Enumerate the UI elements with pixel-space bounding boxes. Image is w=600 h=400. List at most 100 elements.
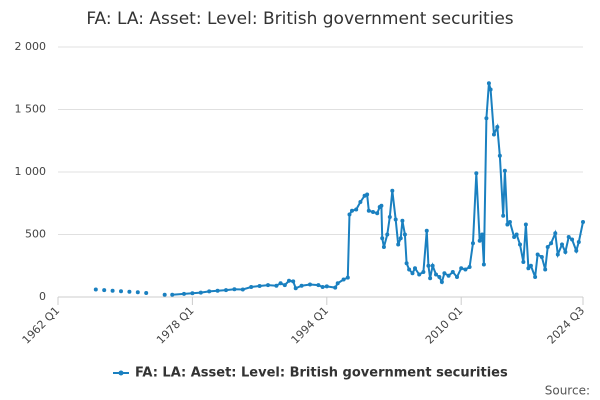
point [514, 232, 519, 237]
point [521, 260, 526, 264]
point [512, 235, 517, 239]
point [324, 284, 329, 289]
point [555, 252, 560, 257]
point [495, 125, 500, 129]
point [371, 210, 375, 214]
point [232, 287, 237, 292]
point [523, 222, 528, 227]
point [341, 277, 346, 282]
point [320, 285, 325, 289]
point [381, 245, 386, 249]
point [358, 200, 363, 204]
point [278, 281, 283, 286]
point [347, 212, 352, 217]
point [497, 153, 502, 158]
x-tick-label: 2024 Q3 [545, 304, 588, 347]
point [481, 262, 486, 267]
point [308, 282, 312, 287]
y-tick-label: 2 000 [15, 40, 47, 53]
point [287, 278, 291, 283]
point [354, 207, 359, 212]
point [528, 263, 533, 268]
point [93, 287, 98, 292]
point [333, 285, 338, 290]
point [526, 266, 531, 271]
point [240, 287, 245, 292]
point [119, 289, 123, 294]
point [486, 81, 491, 86]
point [430, 263, 435, 268]
point [396, 242, 401, 247]
point [434, 272, 438, 277]
point [282, 283, 287, 288]
point [553, 231, 558, 236]
point [570, 237, 575, 242]
point [459, 266, 464, 271]
point [249, 285, 254, 289]
x-tick-label: 1962 Q1 [20, 304, 63, 347]
point [170, 292, 175, 297]
point [379, 203, 384, 208]
point [407, 267, 412, 272]
point [518, 242, 522, 247]
point [560, 242, 564, 247]
point [215, 288, 220, 293]
source: Source: [545, 384, 590, 398]
point [474, 171, 479, 176]
point [316, 283, 321, 288]
point [110, 288, 115, 293]
point [380, 236, 385, 241]
x-tick-label: 2010 Q1 [423, 304, 466, 347]
point [135, 290, 140, 295]
point [502, 168, 507, 173]
legend-label: FA: LA: Asset: Level: British government… [135, 366, 508, 381]
point [545, 245, 550, 249]
point [574, 248, 579, 253]
point [480, 232, 485, 237]
y-tick-label: 1 000 [15, 165, 47, 178]
point [549, 241, 554, 246]
point [488, 87, 493, 92]
point [463, 267, 468, 272]
point [455, 275, 459, 279]
point [266, 283, 270, 288]
x-tick-label: 1994 Q1 [289, 304, 332, 347]
point [335, 281, 340, 286]
point [566, 235, 571, 239]
point [144, 291, 149, 295]
point [190, 291, 195, 296]
point [198, 290, 203, 295]
point [507, 220, 512, 224]
point [410, 271, 415, 276]
y-tick-label: 1 500 [15, 103, 47, 116]
point [390, 188, 395, 193]
point [162, 292, 167, 297]
point [224, 288, 228, 293]
point [467, 265, 472, 269]
point [102, 288, 107, 293]
point [501, 213, 506, 218]
point [398, 236, 403, 241]
point [413, 266, 417, 271]
point [442, 271, 447, 276]
point [533, 275, 538, 279]
point [404, 261, 409, 266]
legend-marker [118, 370, 124, 376]
y-tick-label: 500 [25, 228, 46, 241]
point [299, 283, 304, 288]
point [426, 263, 431, 268]
point [127, 289, 132, 294]
point [437, 275, 442, 279]
y-tick-label: 0 [39, 290, 46, 303]
line [172, 82, 584, 296]
point [535, 252, 540, 257]
point [424, 228, 429, 233]
point [446, 273, 451, 278]
point [345, 275, 350, 280]
point [257, 284, 262, 288]
point [350, 208, 354, 213]
point [400, 218, 405, 223]
point [439, 280, 444, 284]
point [543, 267, 548, 272]
